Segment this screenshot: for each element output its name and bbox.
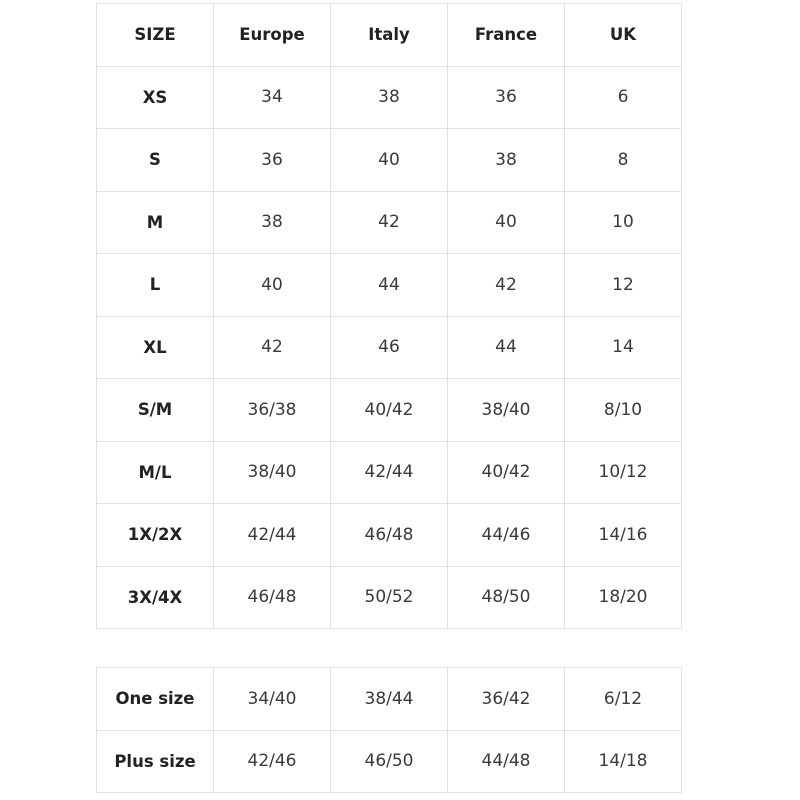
table-row: XS 34 38 36 6: [96, 65, 682, 129]
column-header: France: [447, 3, 565, 67]
size-value-cell: 38: [330, 65, 448, 129]
column-header: Italy: [330, 3, 448, 67]
table-row: Plus size 42/46 46/50 44/48 14/18: [96, 729, 682, 793]
column-header: UK: [564, 3, 682, 67]
column-header: Europe: [213, 3, 331, 67]
size-value-cell: 36: [213, 128, 331, 192]
size-value-cell: 36/38: [213, 378, 331, 442]
size-label-cell: Plus size: [96, 729, 214, 793]
size-value-cell: 42: [213, 315, 331, 379]
size-value-cell: 14/18: [564, 729, 682, 793]
size-value-cell: 36/42: [447, 667, 565, 731]
size-value-cell: 40: [330, 128, 448, 192]
column-header: SIZE: [96, 3, 214, 67]
size-value-cell: 14/16: [564, 503, 682, 567]
size-value-cell: 8/10: [564, 378, 682, 442]
table-row: S 36 40 38 8: [96, 128, 682, 192]
size-value-cell: 34: [213, 65, 331, 129]
header-row: SIZE Europe Italy France UK: [96, 3, 682, 67]
size-value-cell: 42/44: [330, 440, 448, 504]
size-value-cell: 40: [447, 190, 565, 254]
size-value-cell: 36: [447, 65, 565, 129]
size-value-cell: 46/48: [213, 565, 331, 629]
size-value-cell: 44/48: [447, 729, 565, 793]
size-value-cell: 6/12: [564, 667, 682, 731]
size-value-cell: 42/46: [213, 729, 331, 793]
size-value-cell: 40/42: [447, 440, 565, 504]
size-value-cell: 46/50: [330, 729, 448, 793]
size-value-cell: 44: [330, 253, 448, 317]
size-label-cell: L: [96, 253, 214, 317]
table-row: M/L 38/40 42/44 40/42 10/12: [96, 440, 682, 504]
size-label-cell: S/M: [96, 378, 214, 442]
table-row: S/M 36/38 40/42 38/40 8/10: [96, 378, 682, 442]
size-value-cell: 44: [447, 315, 565, 379]
size-value-cell: 42: [330, 190, 448, 254]
size-value-cell: 38/40: [447, 378, 565, 442]
size-value-cell: 42/44: [213, 503, 331, 567]
size-label-cell: One size: [96, 667, 214, 731]
size-label-cell: M/L: [96, 440, 214, 504]
size-value-cell: 12: [564, 253, 682, 317]
table-row: 1X/2X 42/44 46/48 44/46 14/16: [96, 503, 682, 567]
size-value-cell: 10/12: [564, 440, 682, 504]
table-row: One size 34/40 38/44 36/42 6/12: [96, 667, 682, 731]
size-value-cell: 38/40: [213, 440, 331, 504]
size-value-cell: 40: [213, 253, 331, 317]
size-value-cell: 8: [564, 128, 682, 192]
size-value-cell: 6: [564, 65, 682, 129]
size-label-cell: S: [96, 128, 214, 192]
size-value-cell: 38: [447, 128, 565, 192]
size-conversion-table: SIZE Europe Italy France UK XS 34 38 36 6 S 36 40 38 8…: [96, 3, 682, 629]
table-row: L 40 44 42 12: [96, 253, 682, 317]
size-value-cell: 10: [564, 190, 682, 254]
size-value-cell: 44/46: [447, 503, 565, 567]
size-value-cell: 50/52: [330, 565, 448, 629]
size-value-cell: 42: [447, 253, 565, 317]
size-value-cell: 46: [330, 315, 448, 379]
size-value-cell: 38: [213, 190, 331, 254]
table-row: M 38 42 40 10: [96, 190, 682, 254]
size-value-cell: 46/48: [330, 503, 448, 567]
size-value-cell: 14: [564, 315, 682, 379]
size-label-cell: M: [96, 190, 214, 254]
size-label-cell: XL: [96, 315, 214, 379]
size-label-cell: 1X/2X: [96, 503, 214, 567]
special-size-table: One size 34/40 38/44 36/42 6/12 Plus size 42/4…: [96, 667, 682, 793]
size-value-cell: 34/40: [213, 667, 331, 731]
size-value-cell: 40/42: [330, 378, 448, 442]
size-value-cell: 38/44: [330, 667, 448, 731]
table-row: 3X/4X 46/48 50/52 48/50 18/20: [96, 565, 682, 629]
size-label-cell: 3X/4X: [96, 565, 214, 629]
size-value-cell: 48/50: [447, 565, 565, 629]
table-row: XL 42 46 44 14: [96, 315, 682, 379]
size-value-cell: 18/20: [564, 565, 682, 629]
size-label-cell: XS: [96, 65, 214, 129]
